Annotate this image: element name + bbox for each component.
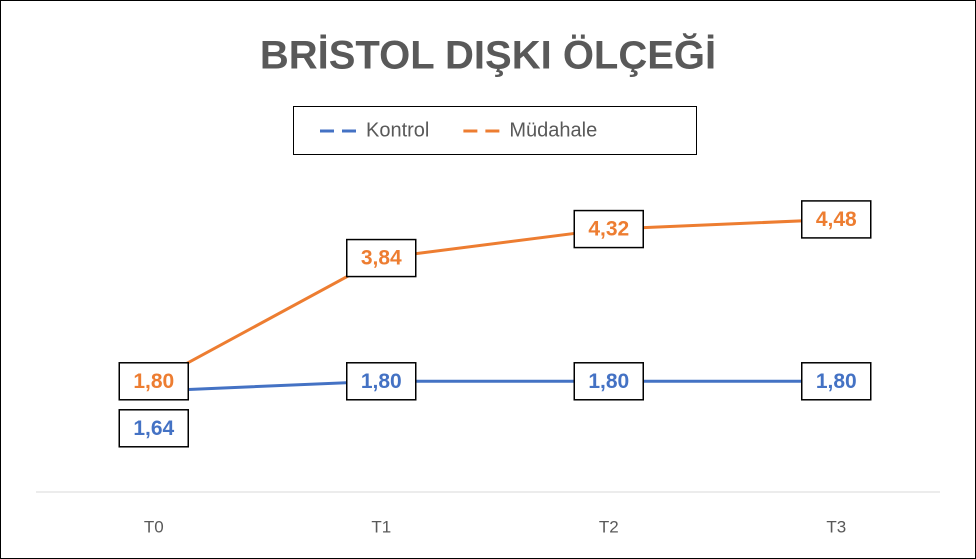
data-label: 1,80 bbox=[133, 370, 174, 393]
data-label: 4,48 bbox=[816, 208, 857, 231]
data-label-box bbox=[801, 200, 872, 239]
data-label-box bbox=[118, 362, 189, 401]
data-label-box bbox=[118, 409, 189, 448]
data-label: 4,32 bbox=[588, 218, 629, 241]
data-label-box bbox=[801, 362, 872, 401]
x-tick-label: T1 bbox=[371, 517, 391, 536]
data-label: 3,84 bbox=[361, 247, 402, 270]
data-label-box bbox=[573, 362, 644, 401]
data-label-box bbox=[346, 362, 417, 401]
data-label: 1,64 bbox=[133, 417, 174, 440]
data-label-box bbox=[573, 209, 644, 249]
data-label: 1,80 bbox=[361, 370, 402, 393]
data-label-box bbox=[346, 238, 417, 278]
data-label: 1,80 bbox=[588, 370, 629, 393]
series-line bbox=[153, 379, 837, 393]
series-line bbox=[153, 217, 837, 383]
x-tick-label: T3 bbox=[826, 517, 846, 536]
chart-title: BRİSTOL DIŞKI ÖLÇEĞİ bbox=[260, 32, 716, 78]
legend-label: Kontrol bbox=[366, 119, 429, 141]
x-tick-label: T2 bbox=[599, 517, 619, 536]
data-label: 1,80 bbox=[816, 370, 857, 393]
x-tick-label: T0 bbox=[144, 517, 164, 536]
legend-label: Müdahale bbox=[509, 119, 597, 141]
